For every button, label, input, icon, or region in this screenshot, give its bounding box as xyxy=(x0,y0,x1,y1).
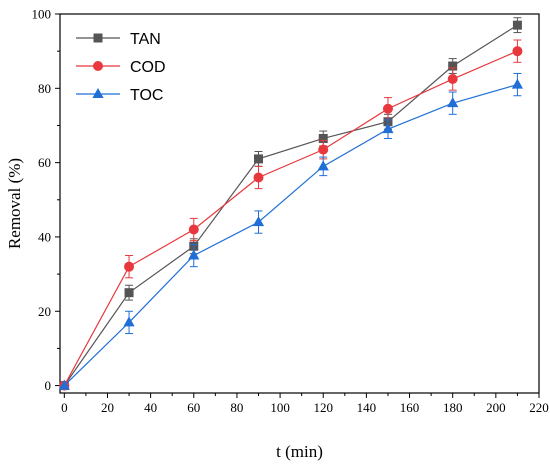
cod-point xyxy=(253,172,264,183)
legend-label-tan: TAN xyxy=(130,31,161,48)
x-tick-label: 100 xyxy=(270,400,290,415)
cod-point xyxy=(512,46,523,57)
series-toc xyxy=(58,72,524,390)
toc-point xyxy=(252,216,265,227)
x-tick-label: 120 xyxy=(313,400,333,415)
toc-point xyxy=(382,123,394,134)
cod-point xyxy=(318,144,329,155)
cod-point xyxy=(188,224,199,235)
y-tick-label: 20 xyxy=(38,304,51,319)
x-tick-label: 0 xyxy=(61,400,68,415)
tan-line xyxy=(63,24,518,386)
tan-point xyxy=(512,20,522,30)
y-tick-label: 80 xyxy=(38,81,51,96)
legend-item-cod: COD xyxy=(76,59,166,76)
y-axis-ticks: 0 20 40 60 80 100 xyxy=(32,7,60,393)
tan-point xyxy=(448,61,458,71)
cod-point xyxy=(382,103,393,114)
cod-point xyxy=(124,261,135,272)
cod-point xyxy=(447,74,458,85)
y-tick-label: 60 xyxy=(38,155,51,170)
toc-point xyxy=(447,97,459,108)
y-tick-label: 100 xyxy=(32,7,52,22)
legend-label-toc: TOC xyxy=(130,87,163,104)
toc-point xyxy=(317,160,329,171)
legend-item-tan: TAN xyxy=(76,31,161,48)
toc-point xyxy=(511,78,524,89)
y-axis-title: Removal (%) xyxy=(5,158,24,249)
legend-marker-toc xyxy=(92,88,104,98)
toc-point xyxy=(188,249,200,260)
x-tick-label: 20 xyxy=(101,400,114,415)
toc-line xyxy=(63,84,518,386)
x-tick-label: 180 xyxy=(443,400,463,415)
x-tick-label: 200 xyxy=(486,400,506,415)
series-layer xyxy=(58,17,524,391)
legend-marker-tan xyxy=(93,33,103,43)
plot-border xyxy=(59,13,540,394)
legend: TAN COD TOC xyxy=(76,31,166,104)
x-axis-title: t (min) xyxy=(276,442,323,461)
toc-point xyxy=(123,316,135,327)
y-tick-label: 40 xyxy=(38,229,51,244)
cod-line xyxy=(63,50,518,386)
x-tick-label: 40 xyxy=(144,400,157,415)
tan-point xyxy=(318,133,328,143)
tan-point xyxy=(254,154,264,164)
tan-point xyxy=(124,288,134,298)
x-tick-label: 80 xyxy=(230,400,243,415)
x-tick-label: 140 xyxy=(357,400,377,415)
legend-marker-cod xyxy=(93,61,103,71)
toc-point xyxy=(58,379,70,390)
x-tick-label: 160 xyxy=(400,400,420,415)
x-axis-ticks: 0 20 40 60 80 100 120 140 160 180 200 220 xyxy=(61,393,549,415)
legend-item-toc: TOC xyxy=(76,87,163,104)
plot-frame xyxy=(59,13,540,394)
x-tick-label: 60 xyxy=(187,400,200,415)
legend-label-cod: COD xyxy=(130,59,166,76)
x-tick-label: 220 xyxy=(529,400,549,415)
y-tick-label: 0 xyxy=(45,378,52,393)
